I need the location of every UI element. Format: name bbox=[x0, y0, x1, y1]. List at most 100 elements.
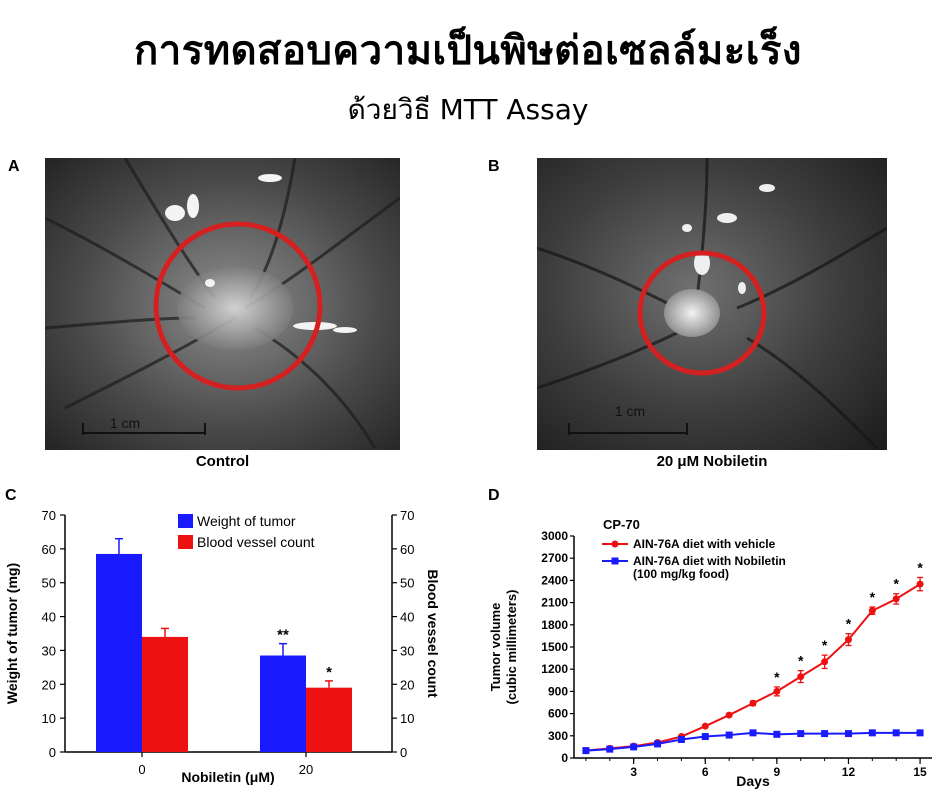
bar bbox=[260, 655, 306, 752]
chart-title: CP-70 bbox=[603, 517, 640, 532]
y-tick-label-right: 10 bbox=[400, 711, 414, 726]
y-tick-label-left: 50 bbox=[42, 576, 56, 591]
x-axis-label: Nobiletin (μM) bbox=[181, 769, 274, 785]
page-title: การทดสอบความเป็นพิษต่อเซลล์มะเร็ง bbox=[134, 28, 802, 74]
legend-label: AIN-76A diet with Nobiletin bbox=[633, 554, 786, 568]
y-tick-label-left: 10 bbox=[42, 711, 56, 726]
data-point bbox=[606, 744, 614, 752]
x-tick-label: 0 bbox=[138, 762, 145, 777]
data-point bbox=[868, 729, 876, 737]
page-subtitle: ด้วยวิธี MTT Assay bbox=[347, 93, 589, 126]
y-tick-label-left: 60 bbox=[42, 542, 56, 557]
y-tick-label-right: 20 bbox=[400, 677, 414, 692]
legend-swatch bbox=[178, 514, 193, 528]
significance-marker: * bbox=[774, 669, 780, 685]
data-point bbox=[701, 722, 709, 730]
data-point bbox=[916, 729, 924, 737]
legend-swatch bbox=[178, 535, 193, 549]
x-axis-label: Days bbox=[736, 773, 770, 789]
y-tick-label: 2400 bbox=[541, 573, 568, 587]
data-point bbox=[582, 747, 590, 755]
panel-b-caption: 20 μM Nobiletin bbox=[656, 453, 768, 470]
data-point bbox=[749, 729, 757, 737]
y-tick-label-right: 30 bbox=[400, 643, 414, 658]
legend-label: Weight of tumor bbox=[197, 513, 296, 529]
legend-marker bbox=[611, 557, 619, 565]
bar bbox=[142, 636, 188, 752]
significance-marker: * bbox=[326, 664, 332, 681]
y-tick-label-right: 70 bbox=[400, 508, 414, 523]
x-tick-label: 15 bbox=[913, 765, 927, 779]
y-axis-label: Tumor volume bbox=[488, 603, 503, 692]
legend-label: AIN-76A diet with vehicle bbox=[633, 537, 776, 551]
significance-marker: * bbox=[846, 616, 852, 632]
y-tick-label: 0 bbox=[561, 751, 568, 765]
data-point bbox=[606, 745, 614, 753]
y-tick-label: 900 bbox=[548, 684, 568, 698]
data-point bbox=[916, 580, 924, 588]
y-axis-label-left: Weight of tumor (mg) bbox=[4, 563, 20, 704]
y-tick-label: 600 bbox=[548, 707, 568, 721]
y-axis-label-right: Blood vessel count bbox=[425, 569, 441, 698]
significance-marker: ** bbox=[277, 627, 289, 644]
significance-marker: * bbox=[822, 637, 828, 653]
y-tick-label: 2100 bbox=[541, 596, 568, 610]
x-tick-label: 6 bbox=[702, 765, 709, 779]
data-point bbox=[844, 636, 852, 644]
data-point bbox=[821, 730, 829, 738]
data-point bbox=[677, 736, 685, 743]
y-tick-label: 1500 bbox=[541, 640, 568, 654]
data-point bbox=[725, 711, 733, 719]
y-tick-label-left: 70 bbox=[42, 508, 56, 523]
data-point bbox=[844, 730, 852, 738]
data-point bbox=[797, 673, 805, 681]
significance-marker: * bbox=[870, 589, 876, 605]
y-tick-label: 2700 bbox=[541, 551, 568, 565]
panel-b-scale-label: 1 cm bbox=[614, 403, 646, 419]
data-point bbox=[892, 595, 900, 603]
x-tick-label: 20 bbox=[299, 762, 313, 777]
panel-c-letter: C bbox=[5, 487, 17, 504]
significance-marker: * bbox=[917, 559, 923, 575]
panel-a-scale-label: 1 cm bbox=[109, 415, 141, 431]
y-axis-label: (cubic millimeters) bbox=[504, 590, 519, 705]
significance-marker: * bbox=[893, 576, 899, 592]
legend-marker bbox=[611, 540, 619, 548]
data-point bbox=[677, 733, 685, 741]
bar bbox=[306, 687, 352, 752]
data-point bbox=[654, 738, 662, 746]
data-point bbox=[582, 747, 590, 755]
panel-b-letter: B bbox=[488, 158, 500, 175]
legend-label: Blood vessel count bbox=[197, 534, 315, 550]
data-point bbox=[725, 731, 733, 739]
data-point bbox=[701, 733, 709, 741]
y-tick-label: 3000 bbox=[541, 529, 568, 543]
x-tick-label: 12 bbox=[842, 765, 856, 779]
x-tick-label: 9 bbox=[774, 765, 781, 779]
y-tick-label-left: 20 bbox=[42, 677, 56, 692]
significance-marker: * bbox=[798, 653, 804, 669]
data-point bbox=[773, 730, 781, 738]
data-point bbox=[892, 729, 900, 737]
panel-b-photo bbox=[537, 158, 887, 450]
panel-d-letter: D bbox=[488, 487, 500, 504]
data-point bbox=[630, 743, 638, 751]
data-point bbox=[630, 742, 638, 750]
y-tick-label-right: 50 bbox=[400, 576, 414, 591]
panel-a-caption: Control bbox=[195, 453, 250, 470]
panel-a-letter: A bbox=[8, 158, 20, 175]
bar bbox=[96, 553, 142, 752]
data-point bbox=[749, 699, 757, 707]
data-point bbox=[868, 607, 876, 615]
series-line bbox=[585, 731, 921, 752]
series-line bbox=[585, 583, 921, 752]
y-tick-label: 1200 bbox=[541, 662, 568, 676]
y-tick-label-right: 0 bbox=[400, 745, 407, 760]
y-tick-label: 1800 bbox=[541, 618, 568, 632]
y-tick-label-right: 60 bbox=[400, 542, 414, 557]
legend-label: (100 mg/kg food) bbox=[633, 567, 729, 581]
y-tick-label-left: 40 bbox=[42, 610, 56, 625]
y-tick-label-right: 40 bbox=[400, 610, 414, 625]
y-tick-label-left: 0 bbox=[49, 745, 56, 760]
